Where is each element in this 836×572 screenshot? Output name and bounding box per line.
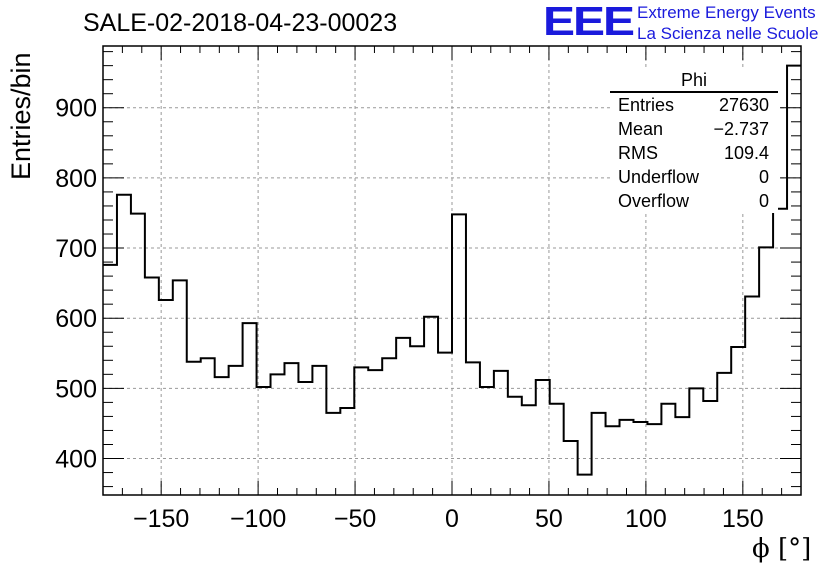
stats-value: 0: [758, 191, 769, 211]
stats-row-mean: Mean −2.737: [610, 117, 778, 141]
y-tick-label: 900: [55, 95, 97, 123]
logo-line-2: La Scienza nelle Scuole: [637, 24, 819, 43]
y-tick-label: 400: [55, 446, 97, 474]
stats-value: 109.4: [723, 143, 769, 163]
y-tick-label: 500: [55, 375, 97, 403]
eee-logo-text: Extreme Energy Events La Scienza nelle S…: [637, 2, 818, 44]
x-tick-label: −100: [230, 505, 286, 533]
eee-logo: EEE: [543, 0, 635, 45]
stats-value: 27630: [718, 95, 769, 115]
chart-title: SALE-02-2018-04-23-00023: [83, 9, 398, 37]
x-tick-label: 50: [535, 505, 563, 533]
y-tick-label: 600: [55, 305, 97, 333]
x-tick-label: −50: [334, 505, 376, 533]
x-tick-label: 0: [445, 505, 459, 533]
stats-value: −2.737: [713, 119, 769, 139]
logo-line-1: Extreme Energy Events: [637, 3, 816, 22]
x-tick-label: 150: [722, 505, 764, 533]
stats-label: Underflow: [618, 167, 700, 187]
stats-row-rms: RMS 109.4: [610, 141, 778, 165]
stats-row-underflow: Underflow 0: [610, 165, 778, 189]
stats-row-entries: Entries 27630: [610, 93, 778, 117]
y-tick-label: 800: [55, 165, 97, 193]
stats-label: Entries: [618, 95, 675, 115]
stats-label: RMS: [618, 143, 658, 163]
stats-value: 0: [758, 167, 769, 187]
x-tick-label: −150: [133, 505, 189, 533]
x-axis-label: ϕ [°]: [752, 534, 812, 564]
stats-title: Phi: [610, 70, 778, 93]
y-tick-label: 700: [55, 235, 97, 263]
y-axis-label: Entries/bin: [6, 52, 36, 180]
stats-label: Mean: [618, 119, 664, 139]
x-tick-label: 100: [625, 505, 667, 533]
histogram-series: [103, 64, 801, 476]
stats-label: Overflow: [618, 191, 690, 211]
stats-row-overflow: Overflow 0: [610, 189, 778, 213]
stats-box: Phi Entries 27630 Mean −2.737 RMS 109.4 …: [610, 70, 778, 213]
